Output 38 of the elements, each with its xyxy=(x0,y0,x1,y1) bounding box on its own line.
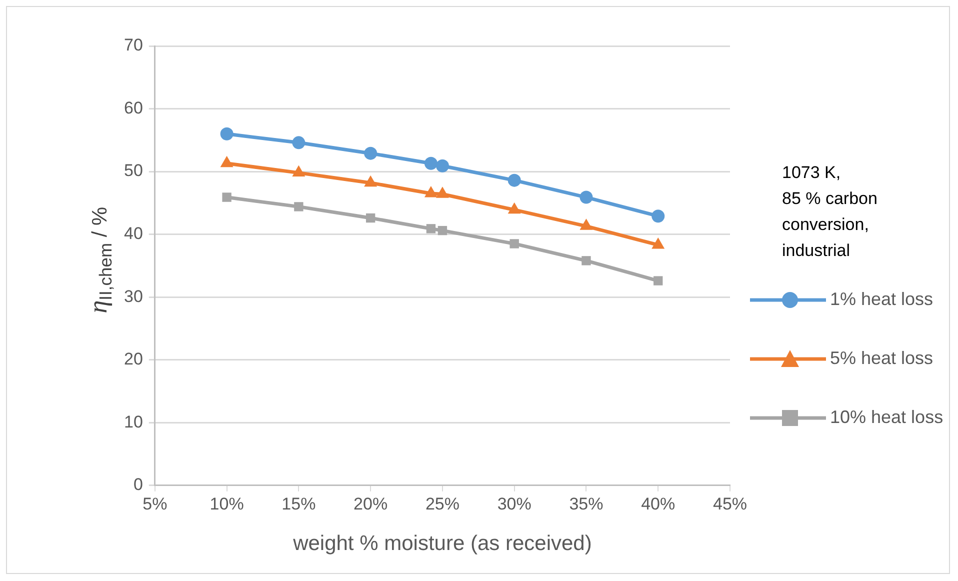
legend-label: 1% heat loss xyxy=(830,289,934,310)
x-axis-title: weight % moisture (as received) xyxy=(292,532,592,556)
point xyxy=(582,256,591,266)
point xyxy=(366,213,376,223)
point xyxy=(508,174,521,187)
y-tick-label: 70 xyxy=(124,36,143,55)
y-tick-label: 30 xyxy=(124,286,143,306)
x-tick-label: 20% xyxy=(354,494,388,514)
point xyxy=(426,224,436,234)
y-tick-label: 40 xyxy=(124,224,143,243)
y-tick-label: 10 xyxy=(124,412,143,432)
point xyxy=(222,192,232,202)
point xyxy=(424,156,438,170)
legend-label: 5% heat loss xyxy=(830,348,934,369)
point xyxy=(510,239,519,248)
legend-label: 10% heat loss xyxy=(830,407,944,428)
y-tick-label: 20 xyxy=(124,350,143,369)
point xyxy=(580,190,593,204)
x-tick-label: 10% xyxy=(210,494,244,514)
point xyxy=(294,202,304,212)
x-tick-label: 30% xyxy=(497,494,532,514)
x-tick-label: 15% xyxy=(282,494,316,514)
text: 1073 K, 85 % carbon conversion, industrial xyxy=(782,162,878,262)
point xyxy=(436,159,449,172)
x-tick-label: 45% xyxy=(712,494,748,514)
x-tick-label: 5% xyxy=(142,494,168,514)
point xyxy=(438,226,448,236)
y-tick-label: 50 xyxy=(124,161,143,180)
x-tick-label: 25% xyxy=(425,494,460,514)
point xyxy=(654,276,663,286)
point xyxy=(364,146,378,160)
y-tick-label: 0 xyxy=(133,475,143,494)
point xyxy=(652,210,665,223)
point xyxy=(292,136,306,150)
y-tick-label: 60 xyxy=(124,98,143,118)
point xyxy=(220,127,234,140)
x-tick-label: 35% xyxy=(569,494,604,514)
x-tick-label: 40% xyxy=(641,494,676,514)
